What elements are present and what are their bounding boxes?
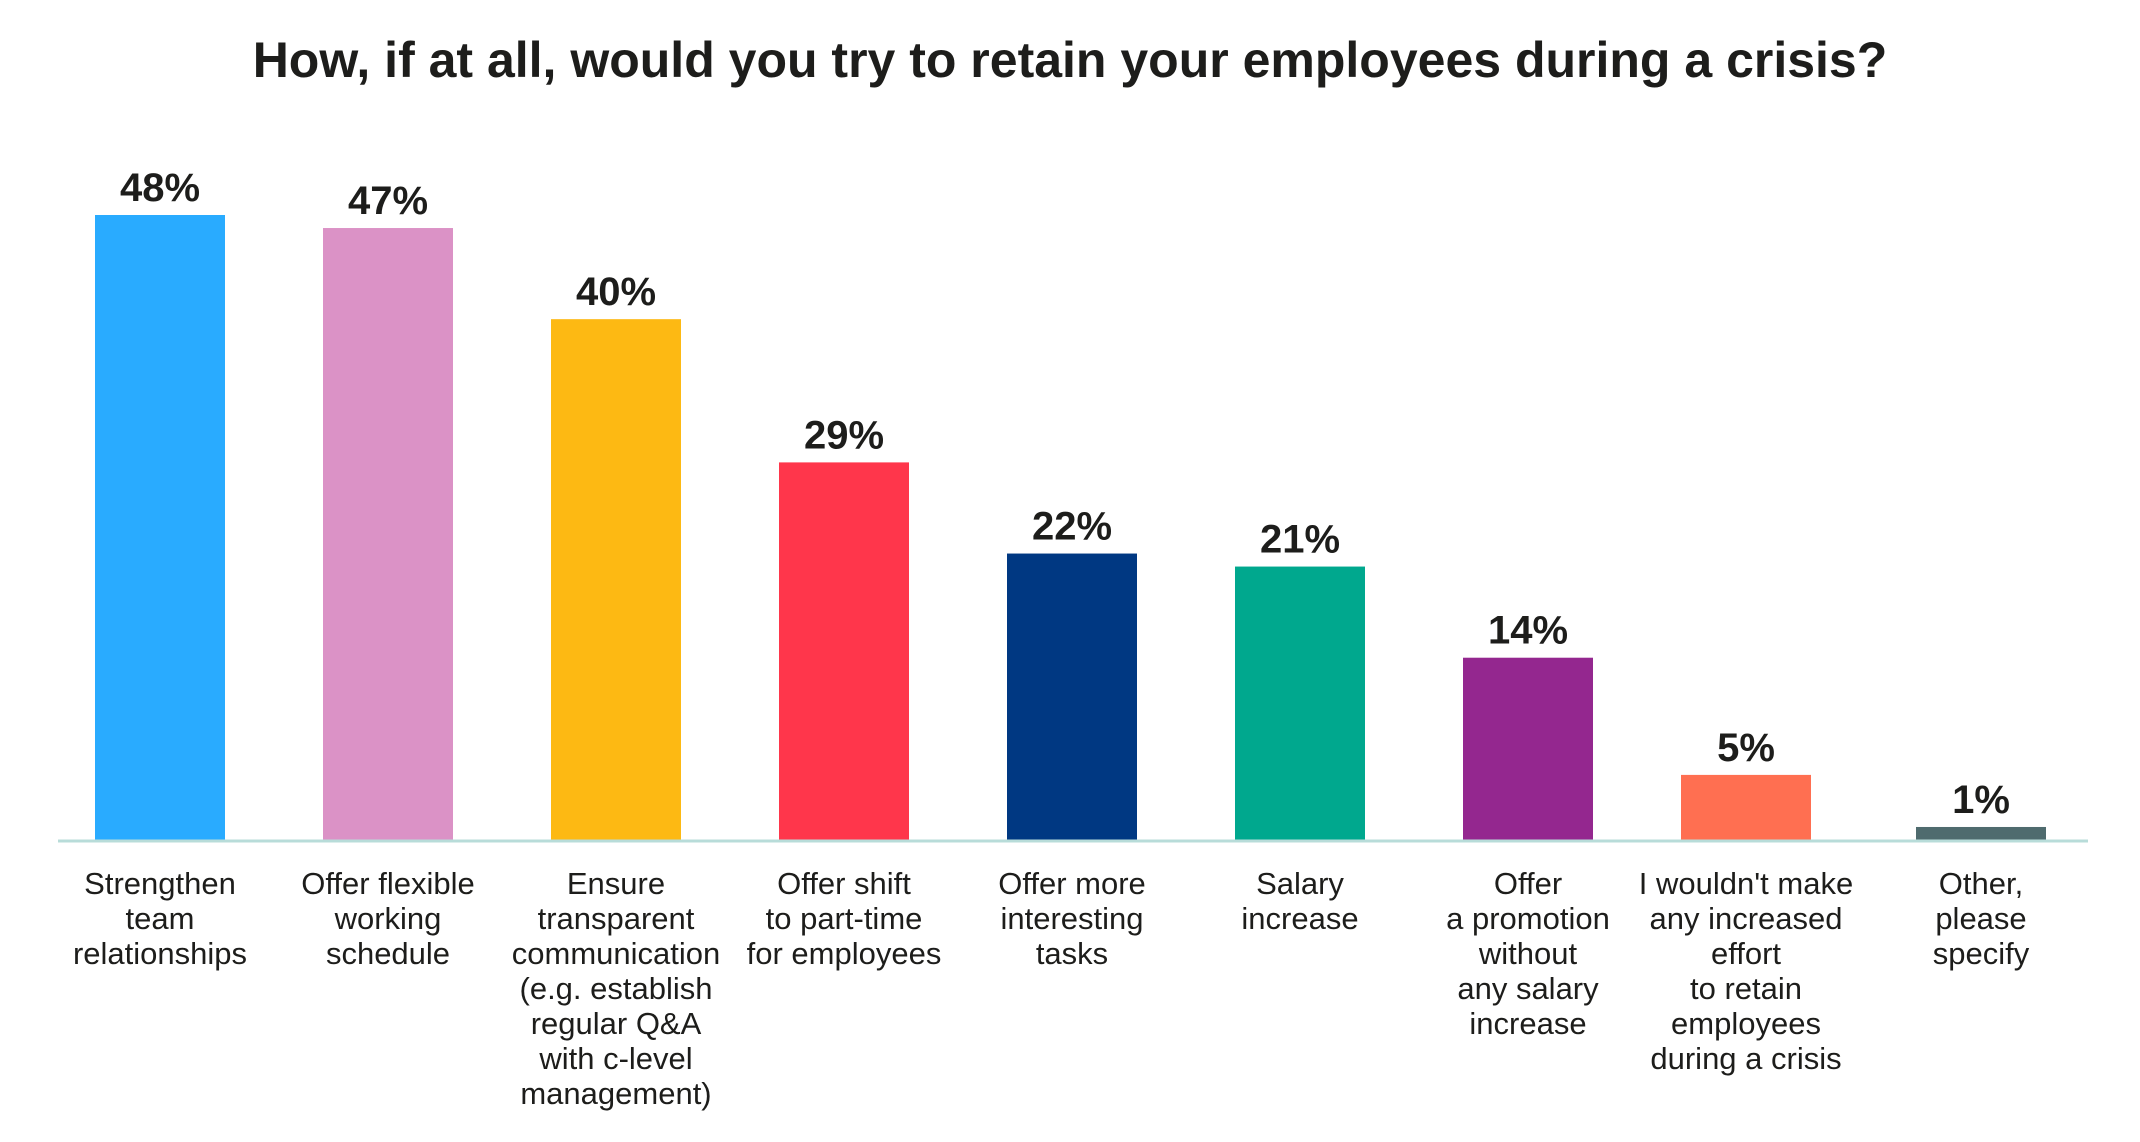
- category-label-5: Offer more interesting tasks: [998, 866, 1146, 971]
- chart-title: How, if at all, would you try to retain …: [252, 32, 1888, 88]
- category-label-4: Offer shift to part-time for employees: [746, 866, 942, 971]
- category-label-1: Strengthen team relationships: [72, 866, 248, 971]
- category-label-2: Offer flexible working schedule: [301, 866, 475, 971]
- bars-group: [95, 215, 2046, 841]
- value-label-3: 40%: [576, 270, 656, 314]
- bar-6: [1235, 566, 1365, 840]
- bar-1: [95, 215, 225, 840]
- bar-2: [323, 228, 453, 841]
- category-label-7: Offer a promotion without any salary inc…: [1446, 866, 1610, 1041]
- value-label-6: 21%: [1260, 518, 1340, 562]
- bar-9: [1916, 826, 2046, 840]
- bar-5: [1007, 553, 1137, 840]
- value-label-1: 48%: [120, 166, 200, 210]
- value-label-5: 22%: [1032, 505, 1112, 549]
- value-label-4: 29%: [804, 413, 884, 457]
- bar-3: [551, 319, 681, 841]
- bar-4: [779, 462, 909, 840]
- category-label-6: Salary increase: [1241, 866, 1359, 936]
- category-label-9: Other, please specify: [1932, 866, 2030, 971]
- value-label-2: 47%: [348, 179, 428, 223]
- value-label-9: 1%: [1952, 778, 2010, 822]
- value-label-8: 5%: [1717, 726, 1775, 770]
- bar-7: [1463, 657, 1593, 840]
- value-label-7: 14%: [1488, 609, 1568, 653]
- category-label-3: Ensure transparent communication (e.g. e…: [511, 866, 721, 1111]
- bar-8: [1681, 774, 1811, 840]
- value-labels-group: 48% 47% 40% 29% 22% 21% 14% 5% 1%: [120, 166, 2010, 822]
- category-label-8: I wouldn't make any increased effort to …: [1638, 866, 1854, 1076]
